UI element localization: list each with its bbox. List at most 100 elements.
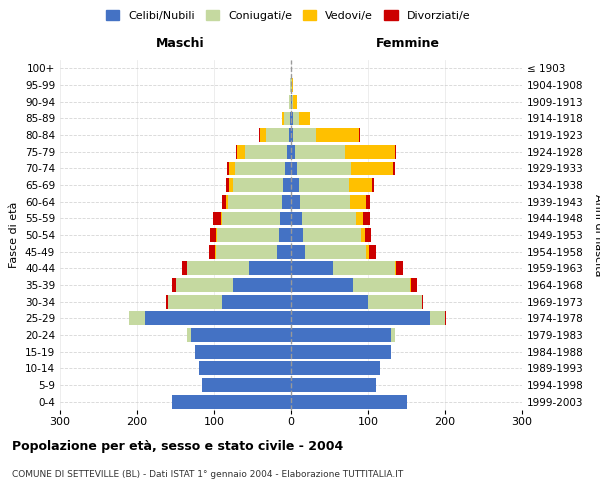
Bar <box>199 362 291 375</box>
Bar <box>290 112 291 125</box>
Bar <box>293 112 299 125</box>
Bar <box>172 395 291 408</box>
Bar <box>369 245 376 258</box>
Bar <box>282 195 291 208</box>
Bar <box>293 95 297 108</box>
Bar <box>291 328 391 342</box>
Bar <box>187 328 191 342</box>
Bar <box>295 145 345 158</box>
Bar <box>248 262 291 275</box>
Bar <box>283 178 291 192</box>
Bar <box>223 195 226 208</box>
Bar <box>351 162 394 175</box>
Bar <box>233 278 291 292</box>
Bar <box>365 228 371 242</box>
Bar <box>334 262 395 275</box>
Bar <box>391 328 395 342</box>
Bar <box>176 278 233 292</box>
Bar <box>356 212 364 225</box>
Bar <box>411 278 417 292</box>
Bar <box>278 228 291 242</box>
Bar <box>291 245 305 258</box>
Bar <box>291 95 292 108</box>
Bar <box>316 128 359 142</box>
Bar <box>233 178 283 192</box>
Bar <box>395 145 396 158</box>
Bar <box>260 128 266 142</box>
Bar <box>291 228 304 242</box>
Text: COMUNE DI SETTEVILLE (BL) - Dati ISTAT 1° gennaio 2004 - Elaborazione TUTTITALIA: COMUNE DI SETTEVILLE (BL) - Dati ISTAT 1… <box>12 470 403 479</box>
Bar <box>291 128 293 142</box>
Bar <box>245 145 287 158</box>
Bar <box>350 195 365 208</box>
Bar <box>367 245 369 258</box>
Bar <box>353 278 410 292</box>
Bar <box>291 178 299 192</box>
Bar <box>291 212 302 225</box>
Bar <box>291 262 334 275</box>
Bar <box>291 345 391 358</box>
Y-axis label: Anni di nascita: Anni di nascita <box>593 194 600 276</box>
Bar <box>213 212 221 225</box>
Bar <box>397 262 403 275</box>
Bar <box>302 212 356 225</box>
Bar <box>168 295 222 308</box>
Bar <box>291 312 430 325</box>
Bar <box>145 312 291 325</box>
Bar <box>290 78 291 92</box>
Bar <box>277 245 291 258</box>
Bar <box>223 212 280 225</box>
Bar <box>172 278 176 292</box>
Bar <box>345 145 395 158</box>
Bar <box>364 212 370 225</box>
Bar <box>229 178 233 192</box>
Bar <box>229 162 235 175</box>
Bar <box>291 362 380 375</box>
Bar <box>289 128 291 142</box>
Bar <box>305 245 367 258</box>
Bar <box>282 112 284 125</box>
Bar <box>291 195 300 208</box>
Bar <box>215 245 277 258</box>
Bar <box>259 128 260 142</box>
Bar <box>349 178 372 192</box>
Text: Popolazione per età, sesso e stato civile - 2004: Popolazione per età, sesso e stato civil… <box>12 440 343 453</box>
Bar <box>166 295 168 308</box>
Bar <box>297 162 351 175</box>
Bar <box>304 228 361 242</box>
Bar <box>291 395 407 408</box>
Bar <box>236 145 237 158</box>
Bar <box>394 162 395 175</box>
Bar <box>430 312 445 325</box>
Bar <box>395 262 397 275</box>
Bar <box>291 278 353 292</box>
Bar <box>187 262 248 275</box>
Text: Femmine: Femmine <box>376 37 440 50</box>
Text: Maschi: Maschi <box>155 37 205 50</box>
Bar <box>300 195 350 208</box>
Bar <box>191 328 291 342</box>
Bar <box>227 162 229 175</box>
Bar <box>217 228 278 242</box>
Bar <box>284 112 290 125</box>
Bar <box>292 78 293 92</box>
Bar <box>237 145 245 158</box>
Bar <box>293 128 316 142</box>
Bar <box>285 162 291 175</box>
Bar <box>291 162 297 175</box>
Bar <box>226 178 229 192</box>
Bar <box>182 262 187 275</box>
Bar <box>410 278 411 292</box>
Bar <box>445 312 446 325</box>
Legend: Celibi/Nubili, Coniugati/e, Vedovi/e, Divorziati/e: Celibi/Nubili, Coniugati/e, Vedovi/e, Di… <box>101 6 475 25</box>
Bar <box>372 178 374 192</box>
Y-axis label: Fasce di età: Fasce di età <box>10 202 19 268</box>
Bar <box>128 312 130 325</box>
Bar <box>287 145 291 158</box>
Bar <box>221 212 223 225</box>
Bar <box>291 78 292 92</box>
Bar <box>228 195 282 208</box>
Bar <box>365 195 370 208</box>
Bar <box>289 95 291 108</box>
Bar <box>299 178 349 192</box>
